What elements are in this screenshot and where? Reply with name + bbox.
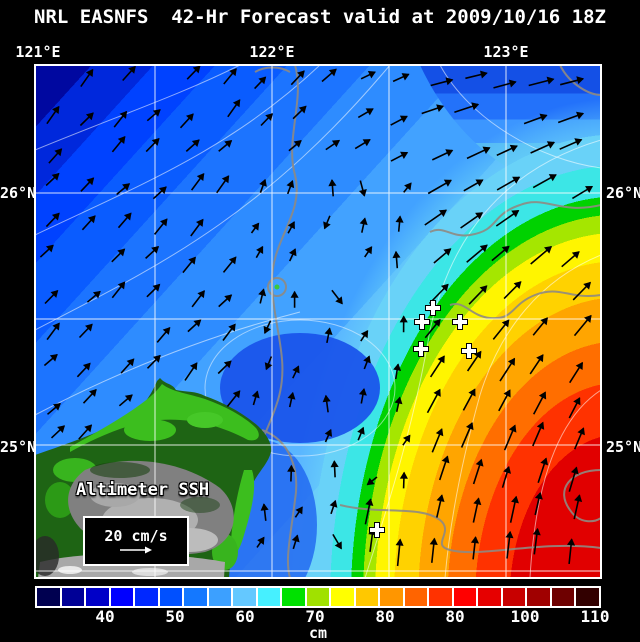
colorbar-tick-7: 110 (580, 607, 610, 626)
colorbar-tick-6: 100 (510, 607, 540, 626)
colorbar-tick-4: 80 (375, 607, 395, 626)
colorbar-tick-5: 80 (445, 607, 465, 626)
colorbar-segment-9 (257, 588, 281, 606)
colorbar-segment-17 (453, 588, 477, 606)
current-arrows (39, 65, 594, 567)
colorbar-tick-2: 60 (235, 607, 255, 626)
colorbar-segment-12 (331, 588, 354, 606)
page-title: NRL EASNFS 42-Hr Forecast valid at 2009/… (34, 6, 606, 28)
colorbar-segment-11 (306, 588, 330, 606)
colorbar-segment-19 (502, 588, 526, 606)
colorbar-segment-21 (551, 588, 575, 606)
colorbar-segment-15 (404, 588, 428, 606)
colorbar-segment-7 (208, 588, 232, 606)
lat-label-left-1: 25°N (0, 438, 37, 456)
colorbar-segment-0 (37, 588, 60, 606)
ssh-contours (35, 65, 601, 578)
lon-label-2: 123°E (483, 43, 529, 61)
lon-label-1: 122°E (249, 43, 295, 61)
colorbar-segment-2 (86, 588, 109, 606)
colorbar-segment-18 (478, 588, 501, 606)
lat-label-left-0: 26°N (0, 184, 37, 202)
velocity-scale-box: 20 cm/s (83, 516, 189, 566)
colorbar-tick-1: 50 (165, 607, 185, 626)
colorbar-segment-16 (429, 588, 452, 606)
right-arrow-icon (120, 546, 152, 554)
colorbar-segment-6 (184, 588, 207, 606)
map-frame (34, 64, 602, 579)
colorbar-segment-20 (527, 588, 550, 606)
colorbar-segment-4 (135, 588, 158, 606)
colorbar-tick-0: 40 (95, 607, 115, 626)
colorbar-unit: cm (308, 624, 328, 642)
colorbar-segment-8 (233, 588, 256, 606)
colorbar-segment-10 (282, 588, 305, 606)
station-markers (369, 300, 477, 538)
colorbar-segment-3 (110, 588, 134, 606)
overlay-label: Altimeter SSH (76, 480, 210, 500)
contour-dot (274, 284, 280, 290)
colorbar-segment-1 (61, 588, 85, 606)
scale-label: 20 cm/s (104, 527, 168, 545)
cold-eddy (220, 333, 380, 443)
colorbar-segment-22 (576, 588, 599, 606)
lon-label-0: 121°E (15, 43, 61, 61)
colorbar-segment-13 (355, 588, 379, 606)
lat-label-right-1: 25°N (606, 438, 640, 456)
colorbar (35, 586, 601, 608)
colorbar-segment-14 (380, 588, 403, 606)
colorbar-segment-5 (159, 588, 183, 606)
lat-label-right-0: 26°N (606, 184, 640, 202)
colorbar-tick-3: 70 (305, 607, 325, 626)
